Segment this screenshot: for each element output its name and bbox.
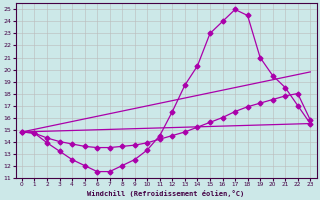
X-axis label: Windchill (Refroidissement éolien,°C): Windchill (Refroidissement éolien,°C): [87, 190, 245, 197]
